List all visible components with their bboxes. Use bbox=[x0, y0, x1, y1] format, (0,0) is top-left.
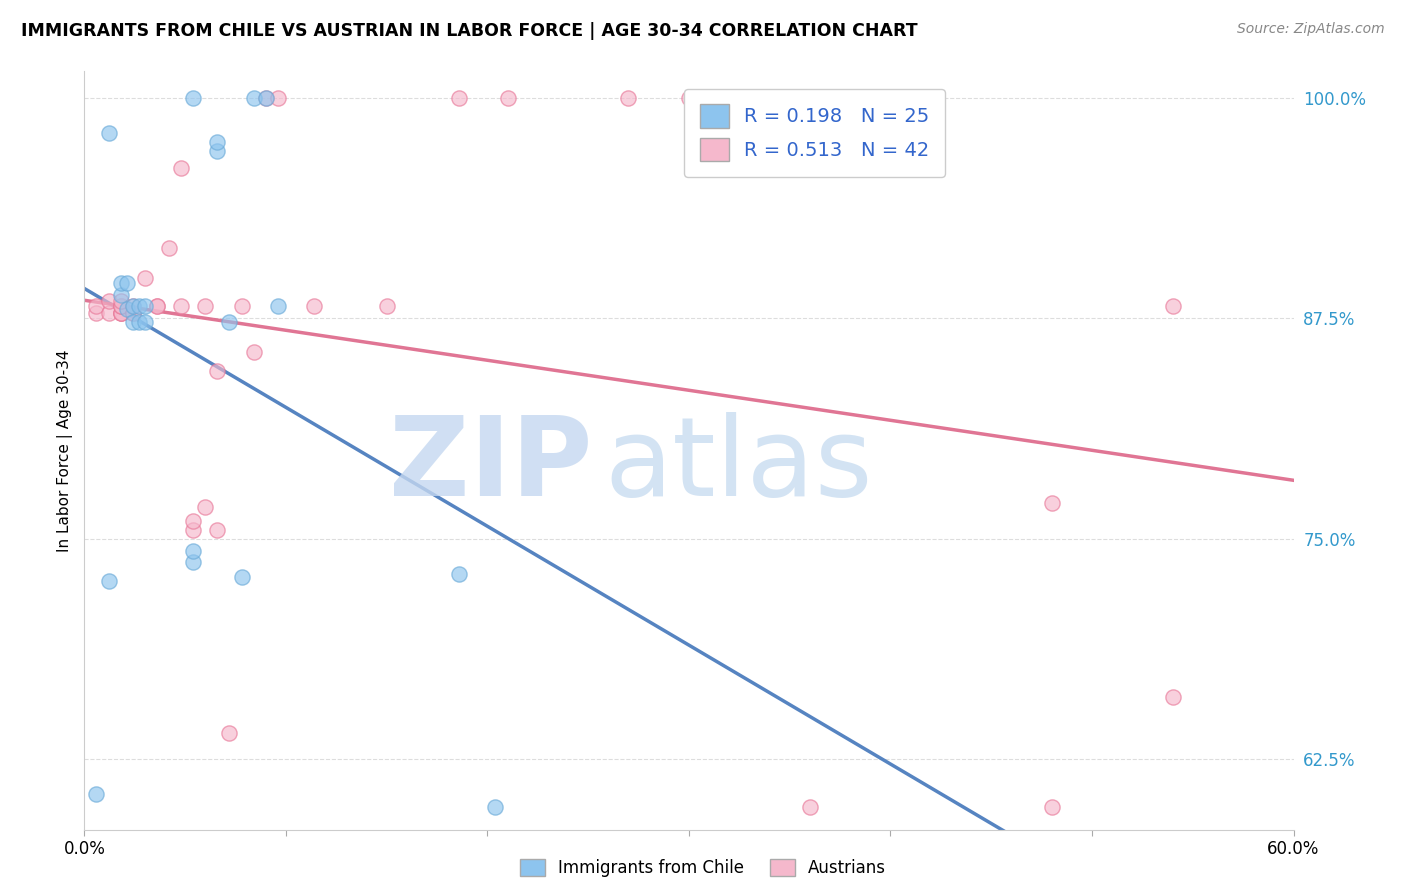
Point bbox=[231, 299, 253, 313]
Point bbox=[267, 91, 290, 105]
Point bbox=[302, 299, 325, 313]
Point bbox=[97, 306, 120, 320]
Point bbox=[121, 299, 143, 313]
Point bbox=[181, 555, 204, 569]
Point bbox=[110, 306, 132, 320]
Point bbox=[110, 299, 132, 313]
Point bbox=[157, 241, 180, 255]
Point bbox=[267, 299, 290, 313]
Point bbox=[86, 787, 108, 801]
Point bbox=[115, 302, 138, 317]
Point bbox=[1040, 799, 1063, 814]
Point bbox=[181, 91, 204, 105]
Point bbox=[121, 299, 143, 313]
Point bbox=[920, 91, 942, 105]
Point bbox=[86, 299, 108, 313]
Point bbox=[496, 91, 519, 105]
Point bbox=[207, 523, 229, 537]
Point bbox=[194, 500, 217, 514]
Point bbox=[207, 144, 229, 158]
Point bbox=[207, 135, 229, 149]
Point bbox=[1161, 299, 1184, 313]
Point bbox=[86, 306, 108, 320]
Point bbox=[97, 293, 120, 308]
Point bbox=[207, 364, 229, 378]
Point bbox=[97, 574, 120, 588]
Point bbox=[449, 566, 471, 581]
Point bbox=[121, 315, 143, 329]
Point bbox=[146, 299, 169, 313]
Point bbox=[242, 91, 264, 105]
Point bbox=[110, 299, 132, 313]
Point bbox=[146, 299, 169, 313]
Point bbox=[170, 161, 193, 176]
Point bbox=[231, 570, 253, 584]
Point bbox=[110, 306, 132, 320]
Point bbox=[799, 799, 821, 814]
Point bbox=[617, 91, 640, 105]
Point bbox=[128, 299, 150, 313]
Text: Source: ZipAtlas.com: Source: ZipAtlas.com bbox=[1237, 22, 1385, 37]
Point bbox=[115, 276, 138, 290]
Point bbox=[97, 126, 120, 140]
Point bbox=[170, 299, 193, 313]
Point bbox=[484, 799, 506, 814]
Point bbox=[134, 299, 156, 313]
Point bbox=[449, 91, 471, 105]
Point bbox=[121, 306, 143, 320]
Point bbox=[110, 293, 132, 308]
Point bbox=[110, 288, 132, 302]
Point bbox=[110, 276, 132, 290]
Text: IMMIGRANTS FROM CHILE VS AUSTRIAN IN LABOR FORCE | AGE 30-34 CORRELATION CHART: IMMIGRANTS FROM CHILE VS AUSTRIAN IN LAB… bbox=[21, 22, 918, 40]
Text: ZIP: ZIP bbox=[389, 412, 592, 519]
Point bbox=[1161, 690, 1184, 705]
Point bbox=[194, 299, 217, 313]
Point bbox=[181, 514, 204, 528]
Point bbox=[218, 315, 240, 329]
Point bbox=[128, 315, 150, 329]
Point bbox=[134, 270, 156, 285]
Point bbox=[121, 306, 143, 320]
Point bbox=[134, 315, 156, 329]
Legend: Immigrants from Chile, Austrians: Immigrants from Chile, Austrians bbox=[513, 852, 893, 884]
Text: atlas: atlas bbox=[605, 412, 873, 519]
Y-axis label: In Labor Force | Age 30-34: In Labor Force | Age 30-34 bbox=[58, 349, 73, 552]
Point bbox=[242, 344, 264, 359]
Point bbox=[110, 306, 132, 320]
Point bbox=[254, 91, 277, 105]
Legend: R = 0.198   N = 25, R = 0.513   N = 42: R = 0.198 N = 25, R = 0.513 N = 42 bbox=[685, 88, 945, 177]
Point bbox=[375, 299, 398, 313]
Point bbox=[218, 725, 240, 739]
Point bbox=[181, 523, 204, 537]
Point bbox=[181, 544, 204, 558]
Point bbox=[1040, 496, 1063, 510]
Point bbox=[254, 91, 277, 105]
Point bbox=[678, 91, 700, 105]
